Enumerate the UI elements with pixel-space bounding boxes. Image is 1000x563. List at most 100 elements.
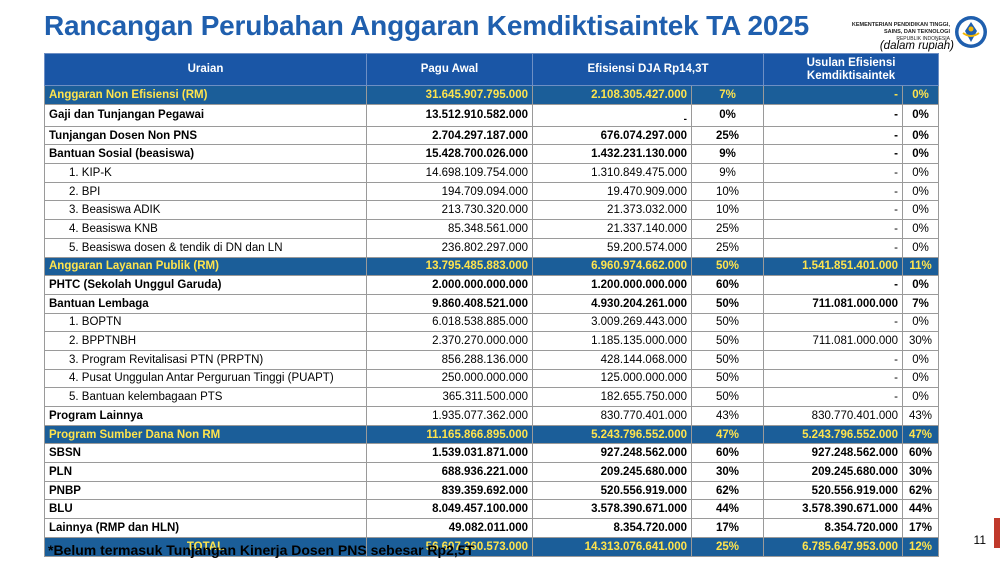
- cell-pagu-awal: 2.370.270.000.000: [366, 331, 533, 351]
- cell-usulan: 1.541.851.401.000: [763, 256, 904, 277]
- budget-table: Uraian Pagu Awal Efisiensi DJA Rp14,3T U…: [44, 53, 940, 557]
- cell-efisiensi-dja: 8.354.720.000: [532, 518, 692, 538]
- cell-pagu-awal: 56.607.260.573.000: [366, 536, 533, 557]
- cell-efisiensi-pct: 50%: [690, 312, 765, 333]
- cell-pagu-awal: 688.936.221.000: [366, 462, 533, 482]
- cell-usulan-pct: 0%: [902, 85, 940, 105]
- table-row: PHTC (Sekolah Unggul Garuda) 2.000.000.00…: [44, 275, 940, 295]
- cell-efisiensi-pct: 9%: [690, 144, 765, 165]
- cell-pagu-awal: 2.704.297.187.000: [366, 125, 533, 146]
- cell-uraian: Tunjangan Dosen Non PNS: [44, 125, 367, 146]
- cell-usulan: 520.556.919.000: [763, 480, 904, 501]
- table-row: SBSN 1.539.031.871.000 927.248.562.000 60% 9…: [44, 443, 940, 464]
- cell-usulan-pct: 17%: [902, 518, 940, 538]
- cell-pagu-awal: 9.860.408.521.000: [366, 293, 533, 314]
- cell-efisiensi-pct: 50%: [690, 387, 765, 407]
- cell-usulan-pct: 12%: [902, 536, 940, 557]
- cell-usulan-pct: 30%: [902, 462, 940, 482]
- cell-efisiensi-pct: 62%: [690, 480, 765, 501]
- cell-pagu-awal: 15.428.700.026.000: [366, 144, 533, 165]
- cell-usulan: -: [763, 275, 904, 295]
- footnote: *Belum termasuk Tunjangan Kinerja Dosen …: [48, 542, 475, 558]
- cell-efisiensi-dja: 4.930.204.261.000: [532, 293, 692, 314]
- cell-pagu-awal: 8.049.457.100.000: [366, 499, 533, 520]
- table-row: Tunjangan Dosen Non PNS 2.704.297.187.000…: [44, 125, 940, 146]
- cell-usulan-pct: 0%: [902, 125, 940, 146]
- cell-usulan: -: [763, 237, 904, 258]
- cell-efisiensi-pct: 44%: [690, 499, 765, 520]
- cell-efisiensi-dja: 3.578.390.671.000: [532, 499, 692, 520]
- page-number: 11: [973, 533, 986, 547]
- cell-pagu-awal: 1.935.077.362.000: [366, 406, 533, 426]
- cell-efisiensi-dja: 830.770.401.000: [532, 406, 692, 426]
- cell-usulan: 711.081.000.000: [763, 331, 904, 351]
- cell-usulan-pct: 0%: [902, 275, 940, 295]
- cell-efisiensi-dja: 1.185.135.000.000: [532, 331, 692, 351]
- cell-usulan-pct: 0%: [902, 312, 940, 333]
- header-efisiensi-dja: Efisiensi DJA Rp14,3T: [531, 53, 765, 86]
- cell-uraian: Gaji dan Tunjangan Pegawai: [44, 103, 367, 127]
- cell-uraian: 4. Pusat Unggulan Antar Perguruan Tinggi…: [44, 368, 367, 389]
- cell-efisiensi-pct: 9%: [690, 163, 765, 183]
- unit-note: (dalam rupiah): [879, 40, 954, 52]
- cell-efisiensi-dja: 676.074.297.000: [532, 125, 692, 146]
- cell-efisiensi-pct: 47%: [690, 424, 765, 445]
- cell-usulan-pct: 62%: [902, 480, 940, 501]
- table-section-row: Anggaran Layanan Publik (RM) 13.795.485.8…: [44, 256, 940, 277]
- cell-usulan-pct: 43%: [902, 406, 940, 426]
- cell-usulan-pct: 0%: [902, 103, 940, 127]
- table-row: 5. Bantuan kelembagaan PTS 365.311.500.00…: [44, 387, 940, 407]
- table-row: 2. BPPTNBH 2.370.270.000.000 1.185.135.000…: [44, 331, 940, 351]
- cell-usulan: -: [763, 163, 904, 183]
- cell-efisiensi-dja: 5.243.796.552.000: [532, 424, 692, 445]
- cell-usulan: -: [763, 144, 904, 165]
- cell-uraian: 5. Bantuan kelembagaan PTS: [44, 387, 367, 407]
- page-title: Rancangan Perubahan Anggaran Kemdiktisai…: [44, 10, 810, 41]
- cell-efisiensi-dja: 14.313.076.641.000: [532, 536, 692, 557]
- cell-usulan: -: [763, 103, 904, 127]
- cell-usulan: -: [763, 219, 904, 239]
- cell-uraian: Bantuan Lembaga: [44, 293, 367, 314]
- cell-pagu-awal: 839.359.692.000: [366, 480, 533, 501]
- cell-pagu-awal: 13.795.485.883.000: [366, 256, 533, 277]
- cell-efisiensi-pct: 0%: [690, 103, 765, 127]
- table-row: Bantuan Lembaga 9.860.408.521.000 4.930.20…: [44, 293, 940, 314]
- table-row: 3. Program Revitalisasi PTN (PRPTN) 856.2…: [44, 349, 940, 370]
- cell-usulan: 5.243.796.552.000: [763, 424, 904, 445]
- cell-efisiensi-pct: 25%: [690, 536, 765, 557]
- cell-usulan-pct: 7%: [902, 293, 940, 314]
- table-row: 4. Beasiswa KNB 85.348.561.000 21.337.140.…: [44, 219, 940, 239]
- cell-pagu-awal: 13.512.910.582.000: [366, 103, 533, 127]
- cell-usulan: 3.578.390.671.000: [763, 499, 904, 520]
- cell-uraian: Program Sumber Dana Non RM: [44, 424, 367, 445]
- cell-usulan-pct: 0%: [902, 163, 940, 183]
- table-row: 2. BPI 194.709.094.000 19.470.909.000 10% -0…: [44, 181, 940, 202]
- cell-efisiensi-pct: 50%: [690, 349, 765, 370]
- cell-efisiensi-dja: 19.470.909.000: [532, 181, 692, 202]
- cell-pagu-awal: 49.082.011.000: [366, 518, 533, 538]
- table-section-row: Program Sumber Dana Non RM 11.165.866.895…: [44, 424, 940, 445]
- cell-pagu-awal: 250.000.000.000: [366, 368, 533, 389]
- cell-uraian: PHTC (Sekolah Unggul Garuda): [44, 275, 367, 295]
- cell-pagu-awal: 194.709.094.000: [366, 181, 533, 202]
- cell-usulan-pct: 0%: [902, 237, 940, 258]
- cell-pagu-awal: 236.802.297.000: [366, 237, 533, 258]
- cell-usulan: -: [763, 200, 904, 221]
- tut-wuri-handayani-emblem-icon: [955, 16, 987, 48]
- cell-efisiensi-pct: 60%: [690, 275, 765, 295]
- table-row: PLN 688.936.221.000 209.245.680.000 30% 209.…: [44, 462, 940, 482]
- cell-efisiensi-pct: 10%: [690, 181, 765, 202]
- cell-efisiensi-dja: 2.108.305.427.000: [532, 85, 692, 105]
- cell-efisiensi-pct: 25%: [690, 219, 765, 239]
- slide-accent-bar: [994, 518, 1000, 548]
- cell-efisiensi-dja: -: [532, 103, 692, 127]
- cell-usulan: 8.354.720.000: [763, 518, 904, 538]
- cell-usulan: -: [763, 125, 904, 146]
- table-row: 1. BOPTN 6.018.538.885.000 3.009.269.443.0…: [44, 312, 940, 333]
- table-row: BLU 8.049.457.100.000 3.578.390.671.000 44%…: [44, 499, 940, 520]
- cell-efisiensi-dja: 520.556.919.000: [532, 480, 692, 501]
- cell-usulan: -: [763, 85, 904, 105]
- cell-uraian: 1. KIP-K: [44, 163, 367, 183]
- cell-pagu-awal: 85.348.561.000: [366, 219, 533, 239]
- cell-uraian: PLN: [44, 462, 367, 482]
